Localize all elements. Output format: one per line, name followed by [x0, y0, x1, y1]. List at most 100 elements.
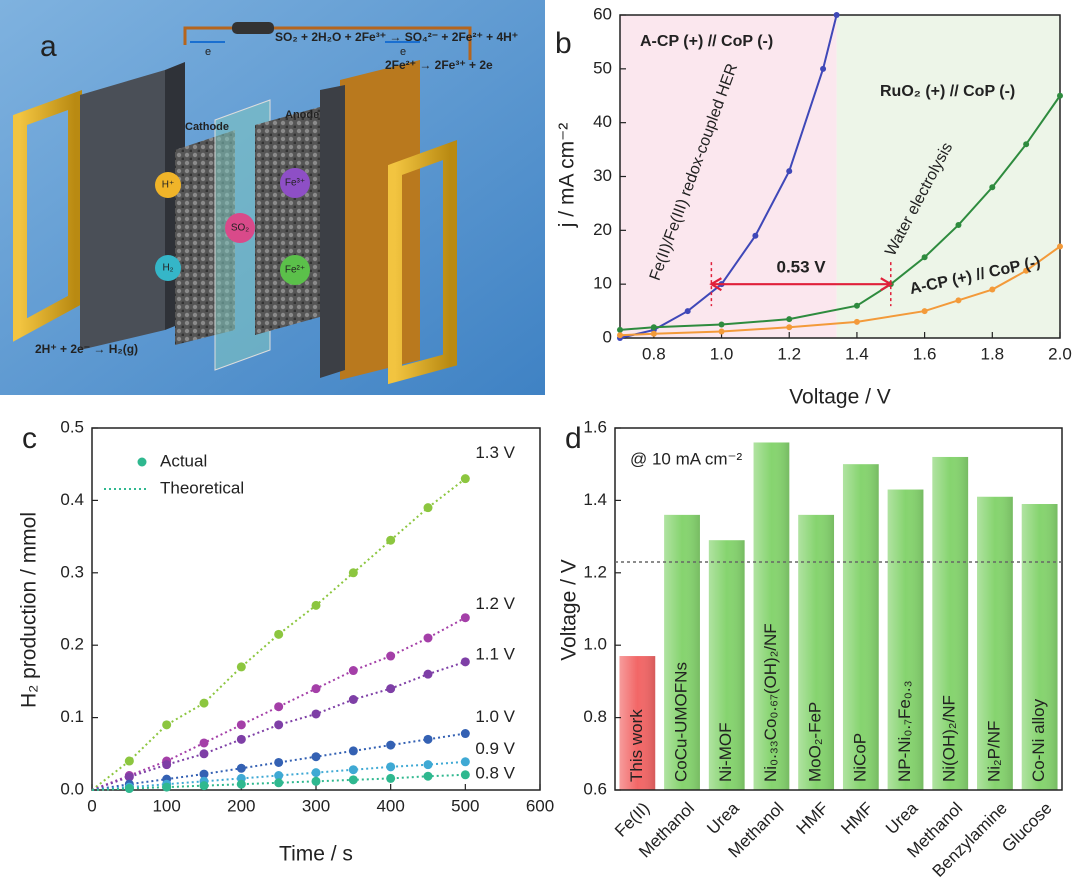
y-axis-label: j / mA cm⁻² [556, 123, 579, 228]
bar-label: Ni₀.₃₃Co₀.₆₇(OH)₂/NF [761, 623, 780, 782]
point [460, 474, 470, 484]
point [386, 684, 396, 694]
electrode-label: Anode [285, 109, 319, 121]
x-tick-label: 1.0 [710, 344, 734, 363]
bar-shine [798, 514, 835, 790]
point [1057, 92, 1063, 99]
point [311, 684, 321, 694]
point [460, 729, 470, 739]
point [311, 768, 321, 778]
bar-label: Ni-MOF [716, 723, 735, 782]
point [162, 720, 172, 730]
point [650, 330, 657, 337]
electron-label: e [400, 46, 406, 58]
equation: 2Fe²⁺ → 2Fe³⁺ + 2e [385, 58, 493, 72]
y-tick-label: 1.0 [583, 635, 607, 654]
point [955, 297, 962, 304]
point [386, 535, 396, 545]
panel-letter: b [555, 27, 572, 60]
point [423, 503, 433, 513]
point [460, 770, 470, 780]
point [162, 782, 172, 792]
point [684, 308, 691, 315]
point [752, 232, 759, 239]
x-tick-label: 100 [152, 796, 180, 815]
plot-frame [91, 427, 541, 791]
theoretical-line [91, 477, 466, 791]
point [348, 568, 358, 578]
point [423, 633, 433, 643]
point [274, 629, 284, 639]
point [833, 12, 840, 18]
bar-shine [619, 656, 656, 790]
panel-letter: d [565, 422, 582, 455]
point [199, 749, 209, 759]
resistor [232, 22, 274, 34]
y-tick-label: 50 [593, 58, 612, 77]
point [460, 657, 470, 667]
series-label: 1.2 V [475, 594, 515, 613]
y-tick-label: 1.6 [583, 417, 607, 436]
point [786, 316, 793, 323]
y-axis-label: Voltage / V [558, 559, 581, 661]
y-tick-label: 20 [593, 220, 612, 239]
x-tick-label: Fe(II) [611, 799, 653, 841]
bar-shine [842, 464, 879, 790]
point [199, 769, 209, 779]
schematic-panel: a SO₂ + 2H₂O + 2Fe³⁺ → SO₄²⁻ + 2Fe²⁺ + 4… [0, 0, 545, 395]
point [386, 773, 396, 783]
point [274, 771, 284, 781]
point [348, 775, 358, 785]
point [786, 168, 793, 175]
point [386, 740, 396, 750]
x-tick-label: 600 [526, 796, 554, 815]
point [989, 184, 996, 191]
species-ball [225, 213, 255, 243]
species-label: H₂ [162, 263, 173, 274]
arrow [709, 277, 893, 292]
point [617, 326, 623, 333]
cathode-plate [80, 70, 165, 350]
species-ball [280, 255, 310, 285]
panel-letter: a [40, 30, 57, 63]
species-label: H⁺ [162, 180, 175, 191]
point [1023, 267, 1030, 274]
point [460, 613, 470, 623]
point [423, 734, 433, 744]
y-axis-label: H₂ production / mmol [18, 512, 41, 708]
point [311, 776, 321, 786]
species-ball [155, 172, 181, 198]
y-tick-label: 10 [593, 274, 612, 293]
x-tick-label: 2.0 [1048, 344, 1072, 363]
species-label: SO₂ [231, 223, 249, 234]
point [124, 772, 134, 782]
x-tick-label: HMF [837, 799, 876, 838]
bar-shine [977, 496, 1013, 790]
wire [183, 26, 472, 60]
series-label: RuO₂ (+) // CoP (-) [880, 83, 1015, 100]
point [236, 720, 246, 730]
x-tick-label: 300 [302, 796, 330, 815]
y-tick-label: 60 [593, 4, 612, 23]
point [386, 762, 396, 772]
point [124, 756, 134, 766]
x-tick-label: 0 [87, 796, 96, 815]
point [1057, 243, 1063, 250]
point [274, 720, 284, 730]
point [460, 757, 470, 767]
point [786, 324, 793, 331]
x-tick-label: 1.8 [980, 344, 1004, 363]
bar-shine [664, 514, 700, 790]
x-tick-label: 400 [376, 796, 404, 815]
series-label: 0.8 V [475, 763, 515, 782]
point [423, 669, 433, 679]
y-tick-label: 1.2 [583, 562, 607, 581]
arrow-label: 0.53 V [776, 258, 826, 277]
point [348, 695, 358, 704]
point [274, 757, 284, 767]
bar-label: NiCoP [850, 733, 869, 782]
point [650, 324, 657, 331]
species-ball [280, 168, 310, 198]
anode-plate-side [320, 85, 345, 378]
